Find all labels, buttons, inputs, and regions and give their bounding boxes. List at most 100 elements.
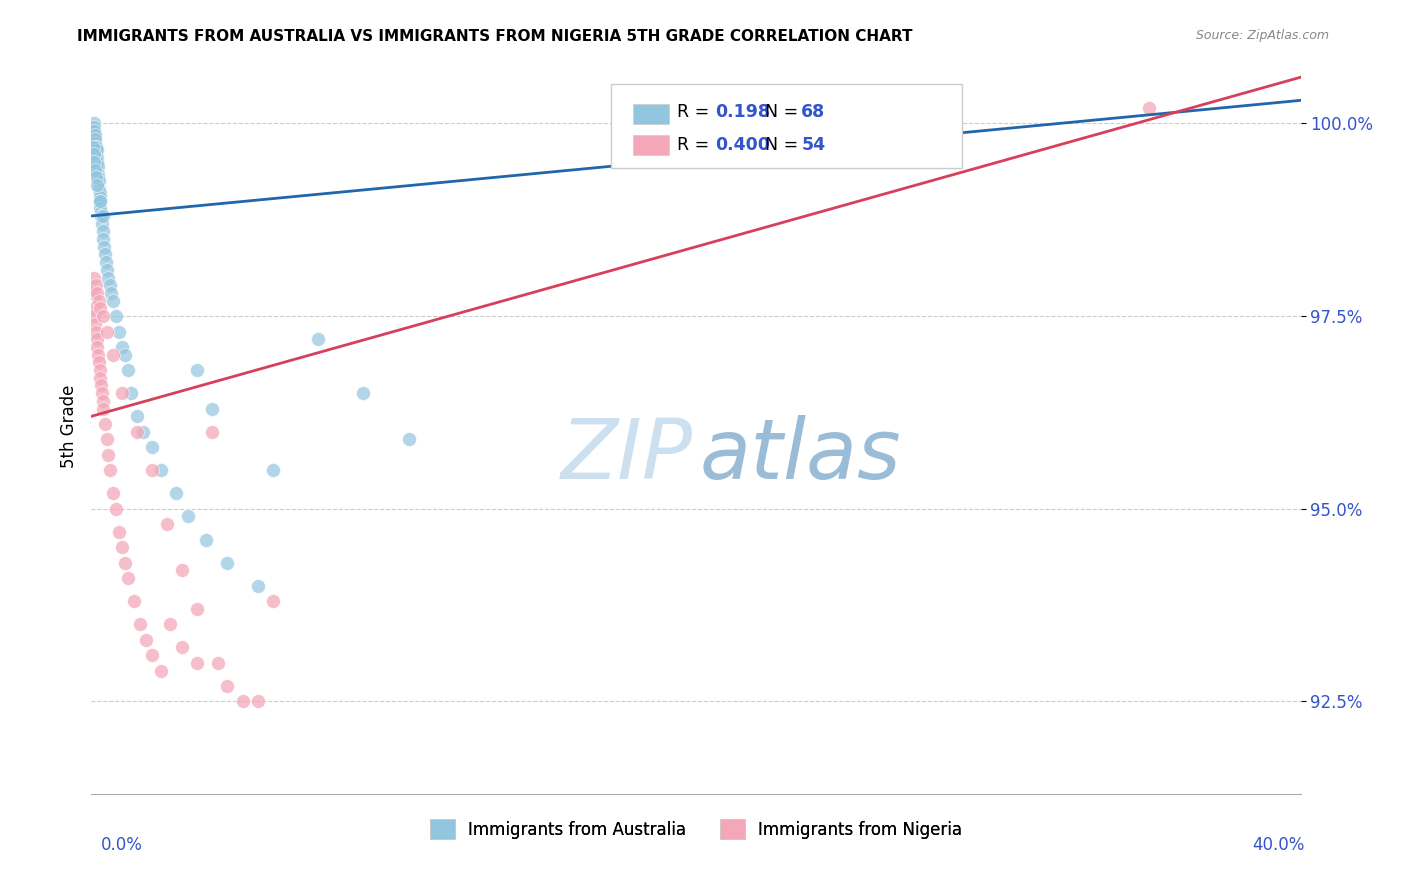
Point: [86, 144, 108, 158]
Point: [89, 186, 111, 200]
Point: [398, 433, 420, 447]
Point: [207, 656, 229, 670]
Point: [90, 205, 112, 219]
Point: [195, 533, 218, 547]
Point: [94, 417, 117, 431]
Point: [93, 209, 115, 223]
Point: [86, 155, 108, 169]
Point: [84, 317, 107, 331]
Point: [96, 263, 118, 277]
Point: [135, 632, 157, 647]
Point: [104, 309, 127, 323]
Point: [82, 124, 104, 138]
Point: [84, 155, 107, 169]
Point: [186, 363, 208, 377]
Text: 40.0%: 40.0%: [1253, 836, 1305, 854]
Point: [89, 201, 111, 215]
Point: [89, 371, 111, 385]
Point: [83, 124, 105, 138]
Point: [89, 301, 111, 316]
Point: [84, 325, 107, 339]
Point: [87, 293, 110, 308]
Point: [86, 178, 108, 193]
Text: N =: N =: [765, 136, 804, 153]
Point: [89, 189, 111, 203]
Point: [83, 116, 105, 130]
Point: [83, 132, 105, 146]
Point: [87, 167, 110, 181]
Point: [307, 332, 329, 346]
Point: [94, 255, 117, 269]
Point: [90, 209, 112, 223]
Point: [352, 386, 374, 401]
Point: [101, 293, 124, 308]
Point: [107, 325, 129, 339]
FancyBboxPatch shape: [633, 135, 669, 155]
Point: [111, 340, 132, 354]
Y-axis label: 5th Grade: 5th Grade: [59, 384, 77, 467]
Point: [83, 128, 105, 142]
Point: [186, 656, 208, 670]
Point: [84, 139, 107, 153]
Point: [201, 401, 224, 416]
Point: [117, 571, 139, 585]
Point: [93, 401, 115, 416]
Point: [111, 386, 132, 401]
Point: [86, 332, 108, 346]
Point: [83, 270, 105, 285]
Point: [91, 224, 114, 238]
Point: [83, 309, 105, 323]
Point: [91, 386, 114, 401]
Point: [87, 170, 110, 185]
FancyBboxPatch shape: [612, 84, 962, 169]
Point: [89, 194, 111, 208]
Text: Source: ZipAtlas.com: Source: ZipAtlas.com: [1195, 29, 1329, 42]
Point: [117, 363, 139, 377]
Point: [141, 648, 163, 663]
Point: [186, 602, 208, 616]
Point: [177, 509, 200, 524]
Point: [246, 579, 269, 593]
Point: [262, 463, 284, 477]
Point: [84, 147, 107, 161]
Point: [83, 128, 105, 142]
Point: [107, 524, 129, 539]
Point: [132, 425, 155, 439]
Point: [84, 139, 107, 153]
Text: R =: R =: [676, 103, 714, 121]
Point: [1139, 101, 1161, 115]
Point: [84, 132, 107, 146]
Point: [111, 541, 132, 555]
Point: [159, 617, 181, 632]
Point: [104, 501, 127, 516]
Point: [172, 563, 194, 577]
Point: [84, 162, 107, 177]
Point: [86, 285, 108, 300]
Point: [93, 232, 115, 246]
Point: [91, 217, 114, 231]
Point: [98, 463, 121, 477]
Point: [125, 425, 148, 439]
Point: [84, 278, 107, 293]
Point: [83, 301, 105, 316]
Point: [83, 120, 105, 135]
Point: [114, 348, 136, 362]
Point: [89, 194, 111, 208]
Point: [98, 278, 121, 293]
Point: [93, 309, 115, 323]
Point: [87, 159, 110, 173]
Text: 0.0%: 0.0%: [101, 836, 143, 854]
Point: [141, 463, 163, 477]
Point: [120, 386, 142, 401]
Point: [87, 355, 110, 369]
Point: [84, 136, 107, 150]
Text: 0.400: 0.400: [716, 136, 770, 153]
Point: [149, 463, 172, 477]
Text: 0.198: 0.198: [716, 103, 770, 121]
Legend: Immigrants from Australia, Immigrants from Nigeria: Immigrants from Australia, Immigrants fr…: [423, 813, 969, 846]
Point: [165, 486, 187, 500]
Point: [83, 147, 105, 161]
Point: [114, 556, 136, 570]
Point: [122, 594, 145, 608]
Point: [97, 448, 120, 462]
